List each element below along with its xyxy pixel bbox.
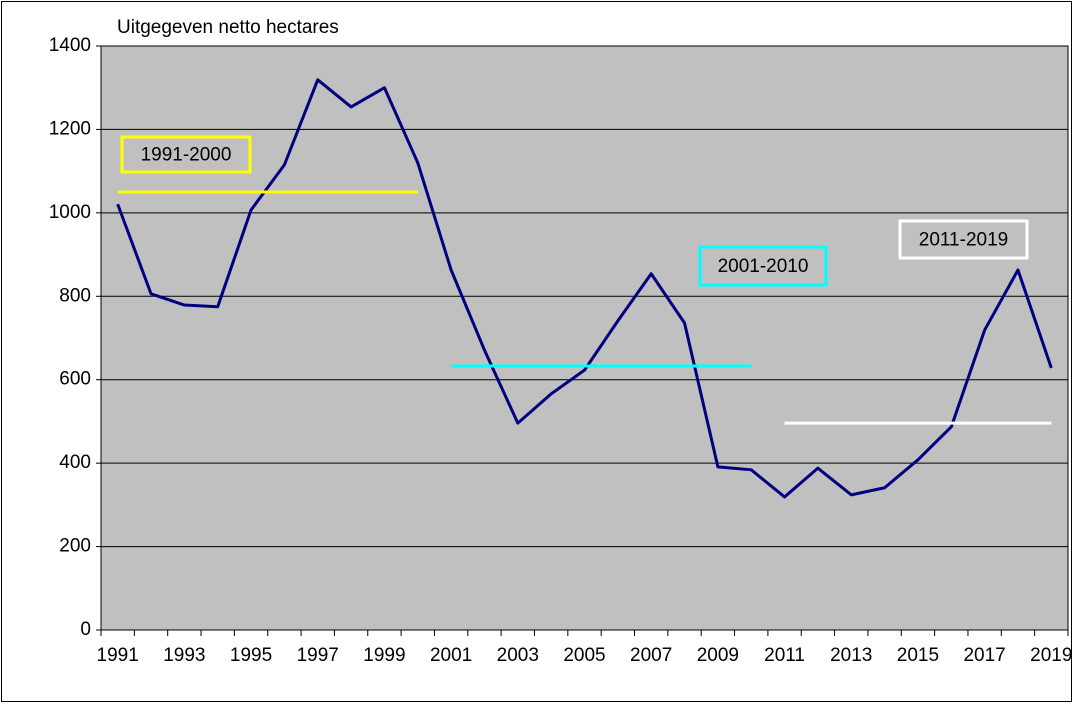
- x-tick-label: 2019: [1030, 645, 1072, 666]
- y-tick-label: 0: [80, 619, 91, 640]
- x-tick-label: 1997: [297, 645, 339, 666]
- x-tick-label: 2011: [764, 645, 805, 666]
- y-tick-label: 200: [59, 536, 91, 557]
- x-tick-label: 2007: [630, 645, 672, 666]
- y-tick-label: 1400: [49, 35, 91, 56]
- x-tick-label: 2017: [963, 645, 1005, 666]
- x-tick-label: 1991: [97, 645, 139, 666]
- data-line: [116, 78, 1053, 499]
- x-tick-label: 1995: [230, 645, 272, 666]
- y-tick-label: 1200: [49, 118, 91, 139]
- y-tick-label: 1000: [49, 202, 91, 223]
- plot-area: [100, 45, 1069, 631]
- series-label-box: [120, 135, 252, 174]
- x-tick-label: 1999: [363, 645, 405, 666]
- series-label-box: [698, 245, 828, 287]
- y-axis-label: Uitgegeven netto hectares: [117, 17, 339, 38]
- x-tick-label: 2009: [697, 645, 739, 666]
- y-tick-label: 400: [59, 452, 91, 473]
- series-label: 2011-2019: [919, 230, 1008, 251]
- series-label: 2001-2010: [718, 256, 809, 277]
- x-tick-label: 1993: [163, 645, 205, 666]
- x-tick-label: 2005: [563, 645, 605, 666]
- x-tick-label: 2013: [830, 645, 872, 666]
- x-tick-label: 2015: [897, 645, 939, 666]
- y-tick-label: 800: [59, 285, 91, 306]
- series-label-box: [898, 219, 1029, 260]
- x-tick-label: 2001: [430, 645, 472, 666]
- y-tick-label: 600: [59, 369, 91, 390]
- x-tick-label: 2003: [497, 645, 539, 666]
- series-label: 1991-2000: [141, 145, 232, 166]
